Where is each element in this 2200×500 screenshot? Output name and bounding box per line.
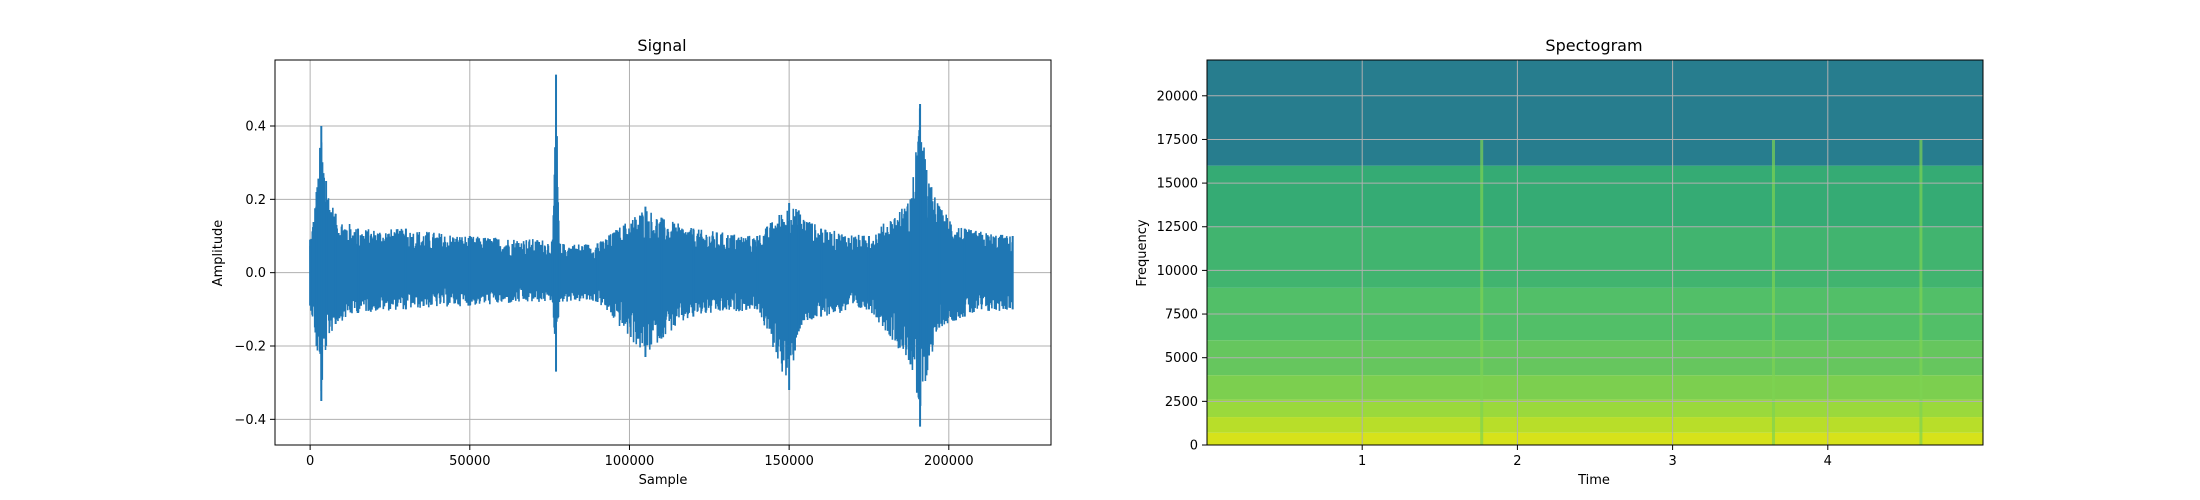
spectrogram-axes-frame: [1206, 59, 1984, 446]
spectrogram-band: [1207, 165, 1983, 227]
spectrogram-y-tick-label: 5000: [1165, 351, 1198, 366]
signal-x-ticks: 0 50000 100000 150000 200000: [306, 445, 974, 469]
signal-y-tick-label: −0.4: [234, 413, 266, 428]
signal-x-axis-label: Sample: [639, 473, 688, 488]
signal-title: Signal: [637, 36, 686, 55]
spectrogram-x-axis-label: Time: [1577, 473, 1610, 488]
signal-y-tick-label: −0.2: [234, 340, 266, 355]
signal-x-tick-label: 100000: [605, 454, 655, 469]
spectrogram-band: [1207, 399, 1983, 418]
signal-chart: Signal 0 50000 100000 150000 200000 −0.4 −0.2…: [211, 36, 1052, 488]
signal-y-ticks: −0.4 −0.2 0.0 0.2 0.4: [234, 120, 275, 428]
signal-y-axis-label: Amplitude: [211, 220, 226, 287]
spectrogram-y-tick-label: 2500: [1165, 395, 1198, 410]
spectrogram-y-ticks: 0 2500 5000 7500 10000 12500 15000 17500 20000: [1157, 89, 1207, 454]
spectrogram-transient: [1480, 139, 1484, 445]
signal-plot-area: [309, 74, 1014, 427]
spectrogram-y-axis-label: Frequency: [1135, 219, 1150, 286]
signal-y-tick-label: 0.2: [245, 193, 266, 208]
spectrogram-title: Spectogram: [1545, 36, 1642, 55]
spectrogram-band: [1207, 417, 1983, 433]
signal-y-tick-label: 0.0: [245, 266, 266, 281]
spectrogram-x-tick-label: 2: [1513, 454, 1521, 469]
spectrogram-y-tick-label: 10000: [1157, 264, 1198, 279]
spectrogram-y-tick-label: 17500: [1157, 133, 1198, 148]
spectrogram-image: [1207, 60, 1983, 445]
signal-y-tick-label: 0.4: [245, 120, 266, 135]
spectrogram-x-tick-label: 1: [1358, 454, 1366, 469]
spectrogram-band: [1207, 432, 1983, 445]
signal-x-tick-label: 0: [306, 454, 314, 469]
signal-axes-frame: [274, 59, 1052, 446]
spectrogram-x-tick-label: 4: [1824, 454, 1832, 469]
signal-x-tick-label: 150000: [764, 454, 814, 469]
signal-x-tick-label: 200000: [924, 454, 974, 469]
spectrogram-y-tick-label: 15000: [1157, 177, 1198, 192]
spectrogram-band: [1207, 226, 1983, 288]
spectrogram-y-tick-label: 20000: [1157, 89, 1198, 104]
spectrogram-grid: [1207, 60, 1983, 445]
signal-x-tick-label: 50000: [449, 454, 490, 469]
spectrogram-transient: [1771, 139, 1775, 445]
spectrogram-x-ticks: 1 2 3 4: [1358, 445, 1832, 469]
spectrogram-y-tick-label: 0: [1190, 439, 1198, 454]
spectrogram-y-tick-label: 7500: [1165, 308, 1198, 323]
spectrogram-band: [1207, 60, 1983, 166]
spectrogram-chart: Spectogram 1 2 3 4 0 2500 5000 7500 10000 12500 1…: [1135, 36, 1984, 488]
spectrogram-transient: [1919, 139, 1923, 445]
spectrogram-x-tick-label: 3: [1668, 454, 1676, 469]
spectrogram-band: [1207, 375, 1983, 400]
spectrogram-y-tick-label: 12500: [1157, 220, 1198, 235]
